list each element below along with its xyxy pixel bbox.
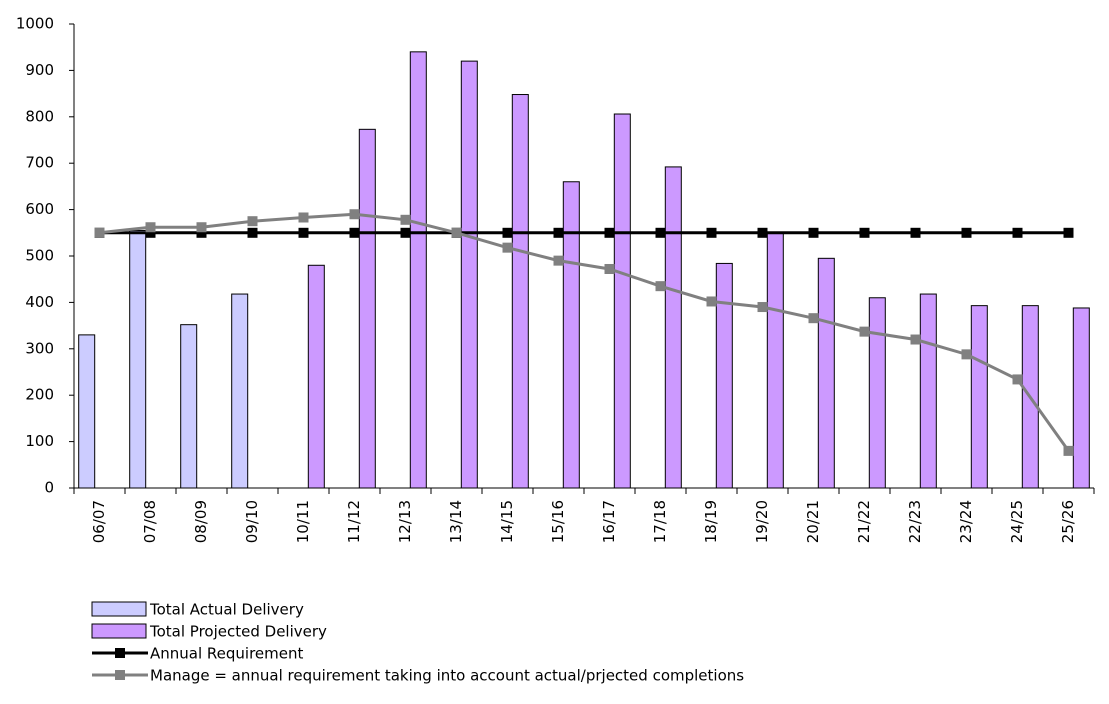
line-marker xyxy=(247,216,258,227)
x-tick-label: 15/16 xyxy=(549,500,567,543)
line-marker xyxy=(808,227,819,238)
line-marker xyxy=(706,227,717,238)
y-tick-label: 100 xyxy=(25,432,54,450)
line-marker xyxy=(502,227,513,238)
line-marker xyxy=(1063,445,1074,456)
line-marker xyxy=(961,349,972,360)
line-marker xyxy=(910,334,921,345)
line-marker xyxy=(247,227,258,238)
line-marker xyxy=(757,302,768,313)
y-tick-label: 200 xyxy=(25,386,54,404)
bar xyxy=(307,264,325,489)
bar xyxy=(231,293,249,489)
x-tick-label: 19/20 xyxy=(753,500,771,543)
x-tick-label: 12/13 xyxy=(396,500,414,543)
bar xyxy=(613,113,631,489)
legend-marker xyxy=(115,670,125,680)
bar xyxy=(1072,307,1090,489)
bar xyxy=(358,128,376,489)
line-marker xyxy=(553,227,564,238)
legend-label: Total Projected Delivery xyxy=(149,623,327,641)
line-marker xyxy=(400,214,411,225)
bar xyxy=(562,181,580,489)
legend-label: Total Actual Delivery xyxy=(149,601,304,619)
x-tick-label: 10/11 xyxy=(294,500,312,543)
bar xyxy=(868,297,886,489)
x-tick-label: 22/23 xyxy=(906,500,924,543)
y-tick-label: 600 xyxy=(25,200,54,218)
bar xyxy=(817,257,835,489)
line-marker xyxy=(502,242,513,253)
line-marker xyxy=(400,227,411,238)
line-marker xyxy=(910,227,921,238)
line-marker xyxy=(451,227,462,238)
x-tick-label: 08/09 xyxy=(192,500,210,543)
bar xyxy=(919,293,937,489)
line-marker xyxy=(553,255,564,266)
x-tick-label: 16/17 xyxy=(600,500,618,543)
x-tick-label: 07/08 xyxy=(141,500,159,543)
y-tick-label: 400 xyxy=(25,293,54,311)
line-marker xyxy=(1012,227,1023,238)
x-tick-label: 13/14 xyxy=(447,500,465,543)
bar xyxy=(766,232,784,489)
line-marker xyxy=(961,227,972,238)
bar xyxy=(460,60,478,489)
line-marker xyxy=(859,227,870,238)
legend-label: Annual Requirement xyxy=(150,645,303,663)
line-marker xyxy=(196,227,207,238)
line-marker xyxy=(1063,227,1074,238)
y-tick-label: 300 xyxy=(25,339,54,357)
legend-label: Manage = annual requirement taking into … xyxy=(150,667,744,685)
bar xyxy=(78,334,96,489)
bar xyxy=(664,166,682,489)
line-marker xyxy=(196,222,207,233)
bar xyxy=(180,324,198,489)
line-marker xyxy=(349,227,360,238)
bar xyxy=(511,94,529,489)
x-tick-label: 21/22 xyxy=(855,500,873,543)
line-marker xyxy=(655,281,666,292)
line-marker xyxy=(1012,374,1023,385)
line-marker xyxy=(604,263,615,274)
bar xyxy=(715,262,733,489)
x-tick-label: 23/24 xyxy=(957,500,975,543)
x-tick-label: 25/26 xyxy=(1059,500,1077,543)
x-tick-label: 11/12 xyxy=(345,500,363,543)
line-marker xyxy=(757,227,768,238)
line-marker xyxy=(145,222,156,233)
x-tick-label: 09/10 xyxy=(243,500,261,543)
line-marker xyxy=(859,326,870,337)
x-tick-label: 20/21 xyxy=(804,500,822,543)
y-tick-label: 500 xyxy=(25,247,54,265)
line-marker xyxy=(298,227,309,238)
x-tick-label: 17/18 xyxy=(651,500,669,543)
y-tick-label: 1000 xyxy=(16,15,54,33)
legend-swatch xyxy=(91,601,147,617)
bar xyxy=(409,51,427,489)
line-marker xyxy=(808,313,819,324)
x-tick-label: 14/15 xyxy=(498,500,516,543)
bar xyxy=(129,229,147,489)
y-tick-label: 800 xyxy=(25,107,54,125)
legend-marker xyxy=(115,648,125,658)
x-tick-label: 06/07 xyxy=(90,500,108,543)
line-marker xyxy=(145,227,156,238)
line-marker xyxy=(655,227,666,238)
line-marker xyxy=(94,227,105,238)
x-tick-label: 18/19 xyxy=(702,500,720,543)
line xyxy=(99,212,1070,452)
legend-swatch xyxy=(91,623,147,639)
y-tick-label: 700 xyxy=(25,154,54,172)
bar xyxy=(970,305,988,489)
line-marker xyxy=(349,209,360,220)
y-tick-label: 0 xyxy=(44,479,54,497)
line-marker xyxy=(706,296,717,307)
y-tick-label: 900 xyxy=(25,61,54,79)
line-marker xyxy=(298,212,309,223)
line-marker xyxy=(604,227,615,238)
x-tick-label: 24/25 xyxy=(1008,500,1026,543)
